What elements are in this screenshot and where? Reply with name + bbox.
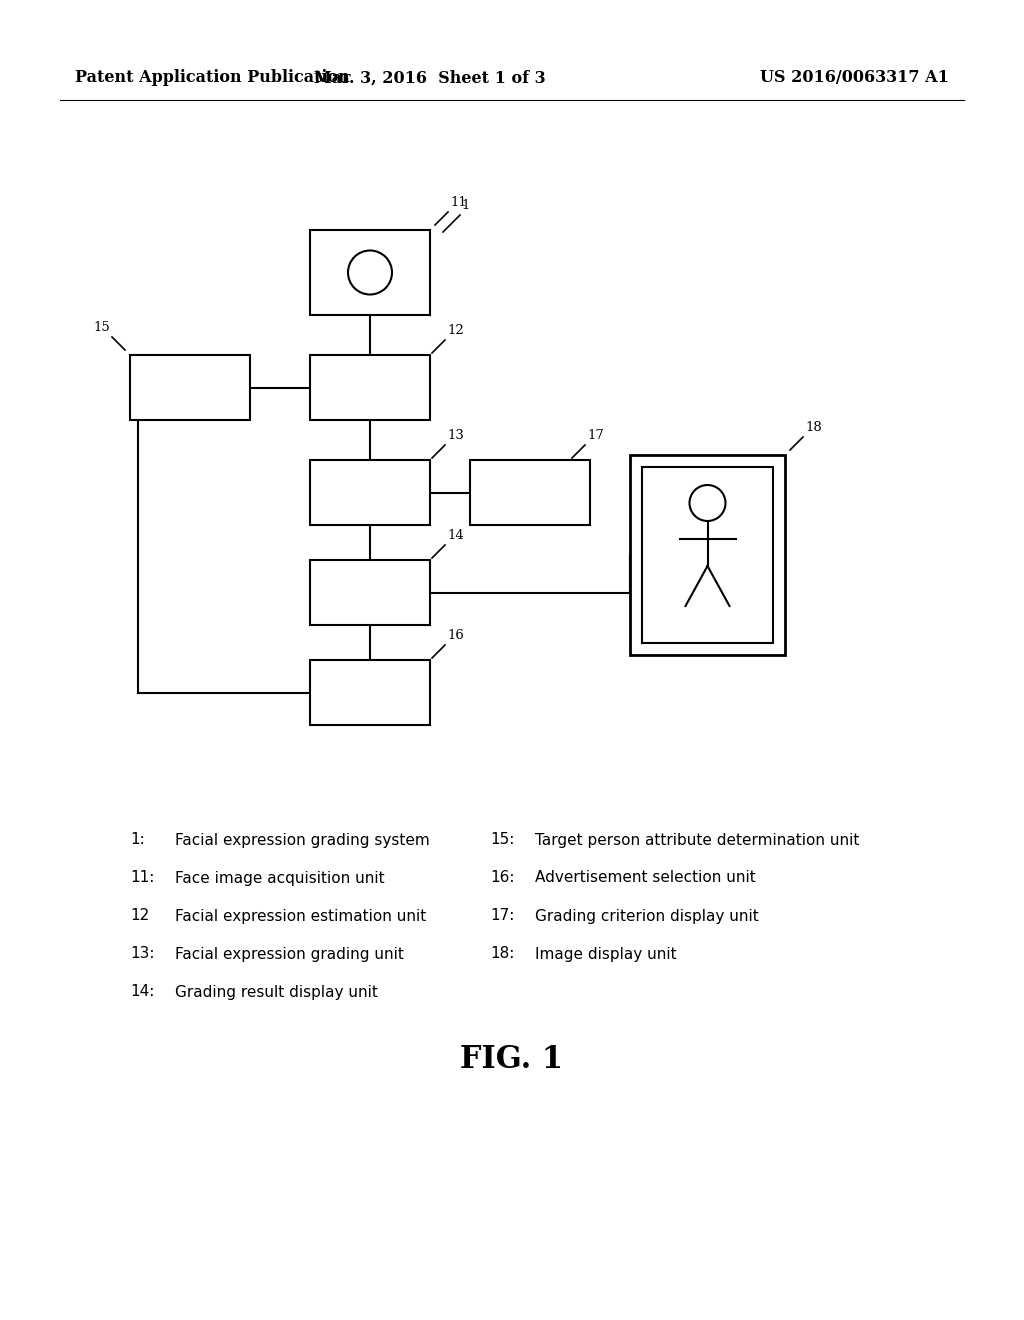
Text: 13: 13 — [447, 429, 464, 442]
Text: 17:: 17: — [490, 908, 514, 924]
Text: US 2016/0063317 A1: US 2016/0063317 A1 — [760, 70, 949, 87]
Text: 11: 11 — [450, 195, 467, 209]
Text: 14:: 14: — [130, 985, 155, 999]
Text: 13:: 13: — [130, 946, 155, 961]
Text: Grading result display unit: Grading result display unit — [175, 985, 378, 999]
Text: 16: 16 — [447, 630, 464, 642]
Text: 16:: 16: — [490, 870, 514, 886]
Text: 18:: 18: — [490, 946, 514, 961]
Text: 1:: 1: — [130, 833, 144, 847]
Text: 12: 12 — [130, 908, 150, 924]
Text: Mar. 3, 2016  Sheet 1 of 3: Mar. 3, 2016 Sheet 1 of 3 — [314, 70, 546, 87]
Text: 1: 1 — [461, 199, 469, 213]
Text: Grading criterion display unit: Grading criterion display unit — [535, 908, 759, 924]
Text: 17: 17 — [587, 429, 604, 442]
Text: 15: 15 — [93, 321, 110, 334]
Bar — [310, 459, 430, 525]
Bar — [642, 467, 773, 643]
Text: Target person attribute determination unit: Target person attribute determination un… — [535, 833, 859, 847]
Text: 11:: 11: — [130, 870, 155, 886]
Bar — [310, 355, 430, 420]
Bar — [630, 455, 785, 655]
Text: Advertisement selection unit: Advertisement selection unit — [535, 870, 756, 886]
Text: Facial expression grading system: Facial expression grading system — [175, 833, 430, 847]
Text: Facial expression grading unit: Facial expression grading unit — [175, 946, 403, 961]
Bar — [130, 355, 250, 420]
Text: 18: 18 — [805, 421, 821, 434]
Text: Facial expression estimation unit: Facial expression estimation unit — [175, 908, 426, 924]
Text: 12: 12 — [447, 323, 464, 337]
Text: 14: 14 — [447, 529, 464, 543]
Text: Face image acquisition unit: Face image acquisition unit — [175, 870, 385, 886]
Bar — [310, 560, 430, 624]
Text: Patent Application Publication: Patent Application Publication — [75, 70, 350, 87]
Text: Image display unit: Image display unit — [535, 946, 677, 961]
Text: 15:: 15: — [490, 833, 514, 847]
Bar — [470, 459, 590, 525]
Bar — [310, 660, 430, 725]
Bar — [310, 230, 430, 315]
Text: FIG. 1: FIG. 1 — [461, 1044, 563, 1076]
